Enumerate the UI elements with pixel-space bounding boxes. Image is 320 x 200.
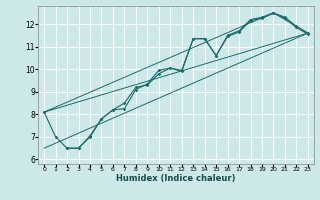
X-axis label: Humidex (Indice chaleur): Humidex (Indice chaleur)	[116, 174, 236, 183]
